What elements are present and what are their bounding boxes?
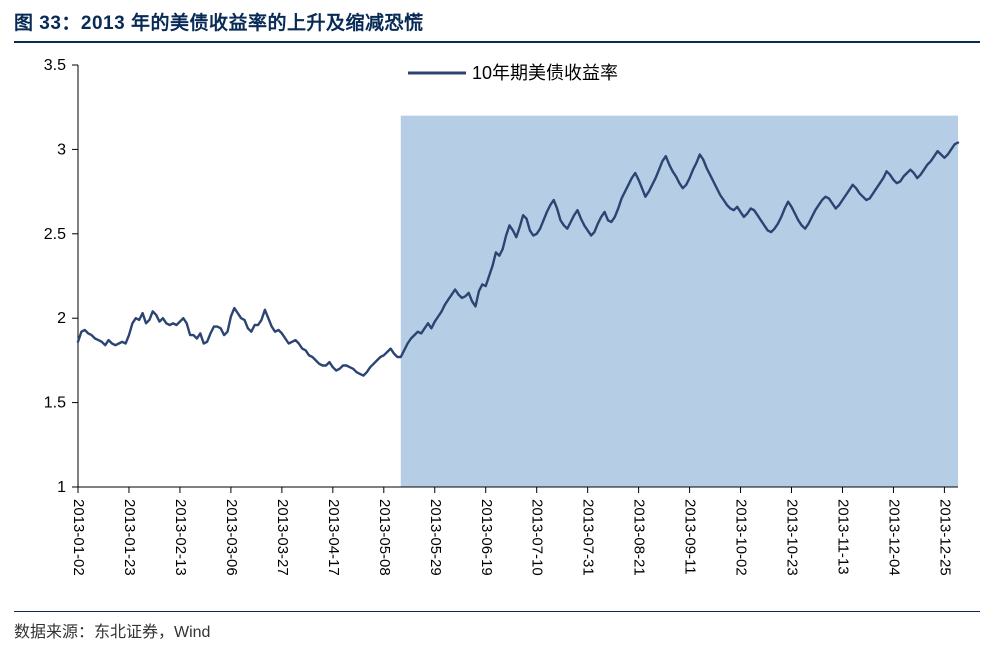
- figure-title: 图 33：2013 年的美债收益率的上升及缩减恐慌: [14, 13, 423, 34]
- x-tick-label: 2013-01-23: [121, 499, 138, 576]
- x-tick-label: 2013-12-04: [885, 499, 902, 576]
- y-tick-label: 3.5: [44, 57, 66, 74]
- y-tick-label: 3: [57, 141, 66, 158]
- chart-area: 1 1.5 2 2.5 3 3.5 2013-01-02 2013-01-23 2013-02-…: [14, 47, 980, 607]
- y-tick-label: 1: [57, 479, 66, 496]
- title-row: 图 33：2013 年的美债收益率的上升及缩减恐慌: [14, 8, 980, 43]
- line-chart: 1 1.5 2 2.5 3 3.5 2013-01-02 2013-01-23 2013-02-…: [14, 47, 980, 603]
- x-tick-label: 2013-08-21: [631, 499, 648, 576]
- source-row: 数据来源：东北证券，Wind: [14, 611, 980, 642]
- y-tick-label: 2.5: [44, 226, 66, 243]
- x-tick-label: 2013-07-31: [580, 499, 597, 576]
- x-tick-label: 2013-05-29: [427, 499, 444, 576]
- x-tick-label: 2013-06-19: [478, 499, 495, 576]
- legend-label: 10年期美债收益率: [472, 63, 618, 83]
- x-tick-label: 2013-03-06: [223, 499, 240, 576]
- figure-container: 图 33：2013 年的美债收益率的上升及缩减恐慌 1 1.5 2 2.5 3 3.5 20…: [0, 0, 994, 648]
- x-tick-label: 2013-02-13: [172, 499, 189, 576]
- y-tick-label: 1.5: [44, 395, 66, 412]
- x-tick-label: 2013-04-17: [325, 499, 342, 576]
- x-tick-label: 2013-05-08: [376, 499, 393, 576]
- x-tick-label: 2013-01-02: [70, 499, 87, 576]
- x-tick-label: 2013-11-13: [835, 499, 852, 575]
- x-tick-label: 2013-07-10: [529, 499, 546, 576]
- y-tick-label: 2: [57, 310, 66, 327]
- x-tick-label: 2013-03-27: [274, 499, 291, 576]
- source-text: 数据来源：东北证券，Wind: [14, 624, 210, 641]
- x-tick-label: 2013-10-23: [784, 499, 801, 576]
- x-tick-label: 2013-09-11: [682, 499, 699, 575]
- x-tick-label: 2013-10-02: [733, 499, 750, 576]
- x-tick-label: 2013-12-25: [936, 499, 953, 576]
- taper-tantrum-shade: [401, 116, 958, 487]
